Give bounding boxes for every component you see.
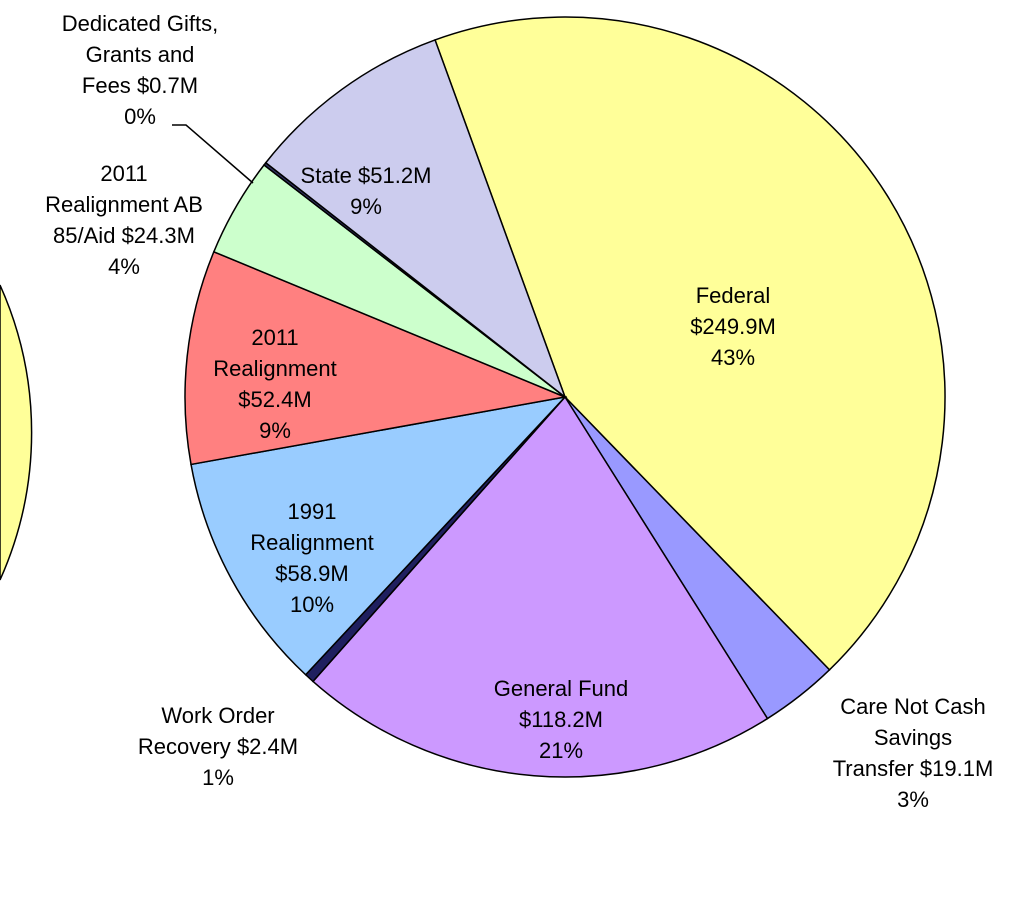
percent-label: 21% [538,737,584,763]
value-label: $249.9M [690,313,776,339]
value-label: $51.2M [358,162,432,188]
slice-label: General Fund $118.2M 21% [411,673,711,766]
partial-pie [0,284,33,581]
slice-label: Federal $249.9M 43% [583,280,883,373]
value-label: $0.7M [136,72,199,98]
category-label: General Fund [493,675,629,701]
percent-label: 10% [289,591,335,617]
pie-slice [311,395,769,778]
category-label: Dedicated Gifts, Grants and Fees [61,10,219,98]
slice-label: State $51.2M 9% [216,160,516,222]
percent-label: 9% [350,193,382,219]
category-label: State [300,162,352,188]
percent-label: 1% [202,764,234,790]
slice-label: Work Order Recovery $2.4M 1% [68,700,368,793]
category-label: 1991 Realignment [250,498,374,555]
value-label: $24.3M [121,222,195,248]
leader-line [172,124,254,184]
percent-label: 43% [710,344,756,370]
slice-label: Care Not Cash Savings Transfer $19.1M 3% [763,691,1036,815]
slice-label: 1991 Realignment $58.9M 10% [162,496,462,620]
slice-label: 2011 Realignment AB 85/Aid $24.3M 4% [0,158,274,282]
value-label: $19.1M [919,755,994,781]
pie-slice [434,16,946,671]
category-label: Work Order Recovery [137,702,275,759]
slices [184,16,946,778]
slice-label: 2011 Realignment $52.4M 9% [125,322,425,446]
category-label: 2011 Realignment [213,324,337,381]
value-label: $118.2M [519,706,603,732]
percent-label: 0% [124,103,156,129]
value-label: $58.9M [275,560,349,586]
pie-slice [190,395,568,676]
category-label: Federal [695,282,771,308]
category-label: Care Not Cash Savings Transfer [832,693,986,781]
pie-slice [184,250,568,466]
pie-slice [264,38,567,400]
percent-label: 9% [259,417,291,443]
value-label: $52.4M [238,386,312,412]
slice-label: Dedicated Gifts, Grants and Fees $0.7M 0% [0,8,290,132]
percent-label: 4% [108,253,140,279]
value-label: $2.4M [236,733,299,759]
category-label: 2011 Realignment AB 85/Aid [45,160,203,248]
percent-label: 3% [897,786,929,812]
